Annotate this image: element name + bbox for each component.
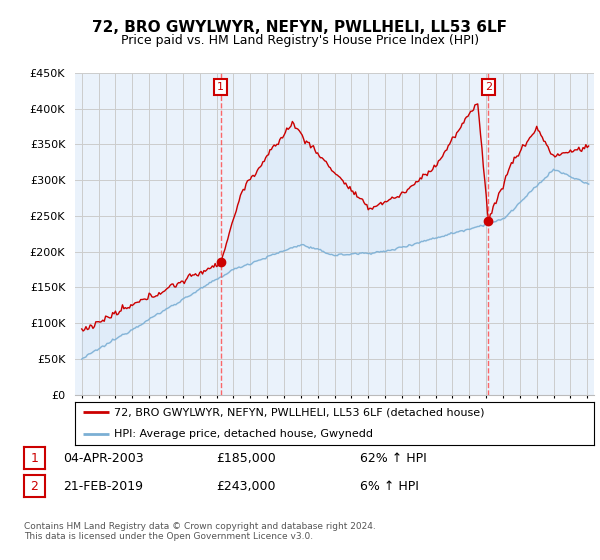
Text: 72, BRO GWYLWYR, NEFYN, PWLLHELI, LL53 6LF: 72, BRO GWYLWYR, NEFYN, PWLLHELI, LL53 6…	[92, 20, 508, 35]
Text: 2: 2	[485, 82, 492, 92]
Text: 21-FEB-2019: 21-FEB-2019	[63, 479, 143, 493]
Text: Price paid vs. HM Land Registry's House Price Index (HPI): Price paid vs. HM Land Registry's House …	[121, 34, 479, 46]
Text: 62% ↑ HPI: 62% ↑ HPI	[360, 451, 427, 465]
Text: £185,000: £185,000	[216, 451, 276, 465]
Text: 2: 2	[31, 479, 38, 493]
Text: £243,000: £243,000	[216, 479, 275, 493]
Text: HPI: Average price, detached house, Gwynedd: HPI: Average price, detached house, Gwyn…	[114, 429, 373, 439]
Text: 1: 1	[217, 82, 224, 92]
Text: Contains HM Land Registry data © Crown copyright and database right 2024.
This d: Contains HM Land Registry data © Crown c…	[24, 522, 376, 542]
Text: 6% ↑ HPI: 6% ↑ HPI	[360, 479, 419, 493]
Text: 72, BRO GWYLWYR, NEFYN, PWLLHELI, LL53 6LF (detached house): 72, BRO GWYLWYR, NEFYN, PWLLHELI, LL53 6…	[114, 407, 484, 417]
Text: 1: 1	[31, 451, 38, 465]
Text: 04-APR-2003: 04-APR-2003	[63, 451, 143, 465]
